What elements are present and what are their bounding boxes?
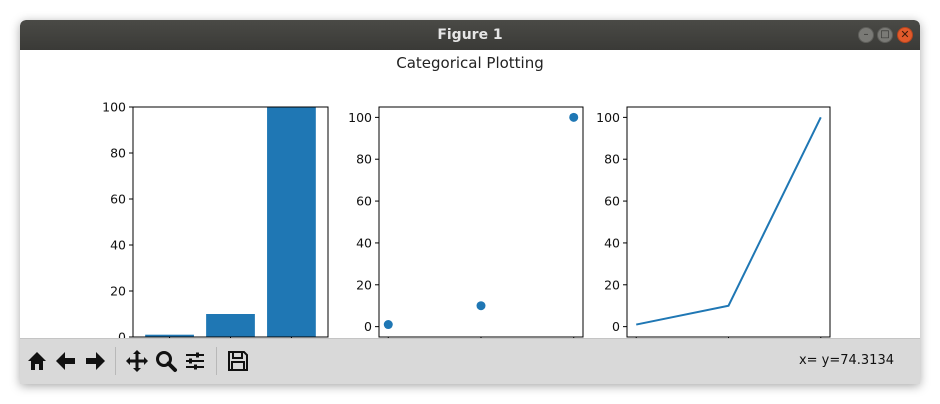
y-tick-label: 100 [348, 110, 372, 125]
pan-icon [126, 350, 148, 372]
minimize-button[interactable]: – [858, 27, 874, 43]
y-tick-label: 60 [110, 192, 126, 207]
plots-area: 020406080100group_agroup_bgroup_c0204060… [102, 100, 845, 360]
forward-button[interactable] [82, 348, 108, 374]
home-button[interactable] [24, 348, 50, 374]
back-arrow-icon [56, 352, 75, 370]
y-tick-label: 0 [364, 319, 372, 334]
save-icon [228, 351, 248, 371]
save-button[interactable] [225, 348, 251, 374]
y-tick-label: 80 [356, 152, 372, 167]
axes-frame [626, 106, 831, 338]
zoom-icon [156, 351, 177, 372]
y-tick-label: 80 [110, 146, 126, 161]
series-line [636, 116, 822, 326]
y-tick-label: 0 [612, 319, 620, 334]
back-button[interactable] [53, 348, 79, 374]
zoom-button[interactable] [153, 348, 179, 374]
y-tick-label: 20 [110, 284, 126, 299]
y-tick-label: 60 [356, 194, 372, 209]
y-tick-label: 100 [596, 110, 620, 125]
close-icon: ✕ [900, 28, 910, 41]
bar [267, 107, 316, 337]
subplots-icon [186, 352, 204, 370]
y-tick-label: 40 [110, 238, 126, 253]
pan-button[interactable] [124, 348, 150, 374]
y-tick-label: 80 [604, 152, 620, 167]
maximize-icon: □ [880, 29, 890, 40]
y-tick-label: 60 [604, 194, 620, 209]
home-icon [28, 352, 46, 370]
toolbar-separator [216, 347, 217, 375]
figure-canvas[interactable]: Categorical Plotting 020406080100group_a… [20, 50, 920, 368]
scatter-point [569, 112, 579, 122]
minimize-icon: – [863, 29, 869, 40]
title-bar[interactable]: Figure 1 – □ ✕ [20, 20, 920, 50]
y-tick-label: 20 [356, 277, 372, 292]
y-tick-label: 40 [604, 235, 620, 250]
maximize-button[interactable]: □ [877, 27, 893, 43]
cursor-coordinates: x= y=74.3134 [798, 353, 894, 368]
close-button[interactable]: ✕ [897, 27, 913, 43]
y-tick-label: 20 [604, 277, 620, 292]
scatter-point [476, 301, 486, 311]
y-tick-label: 40 [356, 235, 372, 250]
window-title: Figure 1 [437, 27, 503, 43]
configure-subplots-button[interactable] [182, 348, 208, 374]
navigation-toolbar: x= y=74.3134 [20, 338, 920, 384]
y-tick-label: 100 [102, 100, 126, 115]
scatter-point [383, 320, 393, 330]
bar [206, 314, 255, 337]
figure-title: Categorical Plotting [396, 54, 544, 72]
toolbar-separator [115, 347, 116, 375]
bar [145, 334, 194, 337]
forward-arrow-icon [86, 352, 105, 370]
y-tick-label: 0 [118, 330, 126, 345]
figure-window: Figure 1 – □ ✕ Categorical Plotting 0 20 4… [20, 20, 920, 384]
